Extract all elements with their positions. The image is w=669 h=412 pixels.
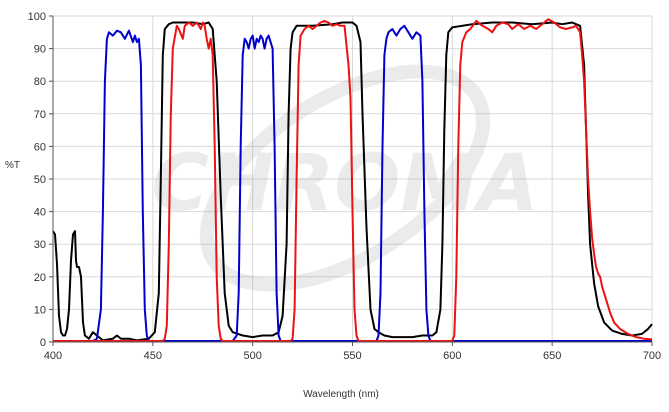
y-tick-label: 40: [34, 207, 46, 219]
y-axis-title: %T: [5, 160, 20, 171]
x-tick-label: 700: [643, 350, 661, 362]
y-tick-label: 70: [34, 109, 46, 121]
x-tick-label: 400: [44, 350, 62, 362]
watermark-text: CHROMA: [152, 139, 539, 229]
x-tick-label: 450: [144, 350, 162, 362]
y-tick-label: 100: [28, 11, 46, 23]
series-line-3: [53, 18, 653, 342]
y-tick-label: 20: [34, 272, 46, 284]
x-axis-title: Wavelength (nm): [303, 389, 379, 400]
series-line-2: [53, 24, 652, 342]
y-tick-label: 60: [34, 141, 46, 153]
x-tick-label: 650: [543, 350, 561, 362]
y-tick-label: 10: [34, 304, 46, 316]
y-tick-label: 50: [34, 174, 46, 186]
chroma-watermark: CHROMA: [152, 64, 539, 292]
x-axis-ticks: 400 450 500 550 600 650 700: [44, 342, 661, 362]
y-tick-label: 30: [34, 239, 46, 251]
y-axis-ticks: 0 10 20 30 40 50 60 70 80 90 100: [28, 11, 53, 349]
x-tick-label: 500: [243, 350, 261, 362]
watermark-swoosh: [199, 64, 491, 292]
y-tick-label: 0: [40, 337, 46, 349]
y-tick-label: 90: [34, 44, 46, 56]
x-tick-label: 550: [343, 350, 361, 362]
x-tick-label: 600: [443, 350, 461, 362]
series-group: [52, 18, 653, 342]
y-tick-label: 80: [34, 76, 46, 88]
